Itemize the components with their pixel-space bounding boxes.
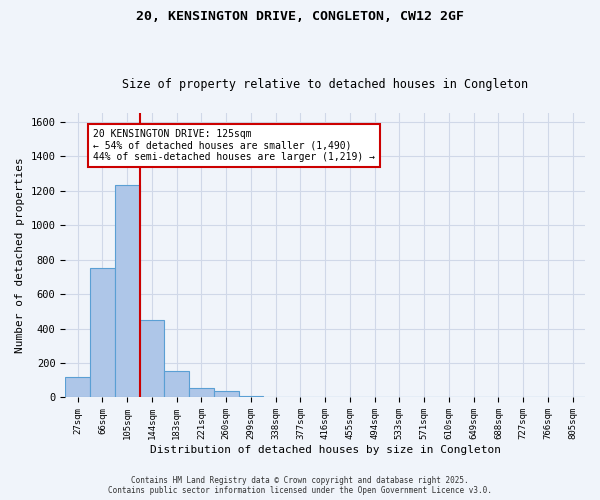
X-axis label: Distribution of detached houses by size in Congleton: Distribution of detached houses by size … — [149, 445, 500, 455]
Bar — [239, 396, 263, 398]
Bar — [65, 377, 90, 398]
Bar — [140, 320, 164, 398]
Bar — [189, 388, 214, 398]
Bar — [90, 268, 115, 398]
Y-axis label: Number of detached properties: Number of detached properties — [15, 158, 25, 353]
Text: 20, KENSINGTON DRIVE, CONGLETON, CW12 2GF: 20, KENSINGTON DRIVE, CONGLETON, CW12 2G… — [136, 10, 464, 23]
Bar — [214, 392, 239, 398]
Text: 20 KENSINGTON DRIVE: 125sqm
← 54% of detached houses are smaller (1,490)
44% of : 20 KENSINGTON DRIVE: 125sqm ← 54% of det… — [93, 128, 375, 162]
Bar — [164, 370, 189, 398]
Bar — [115, 186, 140, 398]
Title: Size of property relative to detached houses in Congleton: Size of property relative to detached ho… — [122, 78, 528, 91]
Text: Contains HM Land Registry data © Crown copyright and database right 2025.
Contai: Contains HM Land Registry data © Crown c… — [108, 476, 492, 495]
